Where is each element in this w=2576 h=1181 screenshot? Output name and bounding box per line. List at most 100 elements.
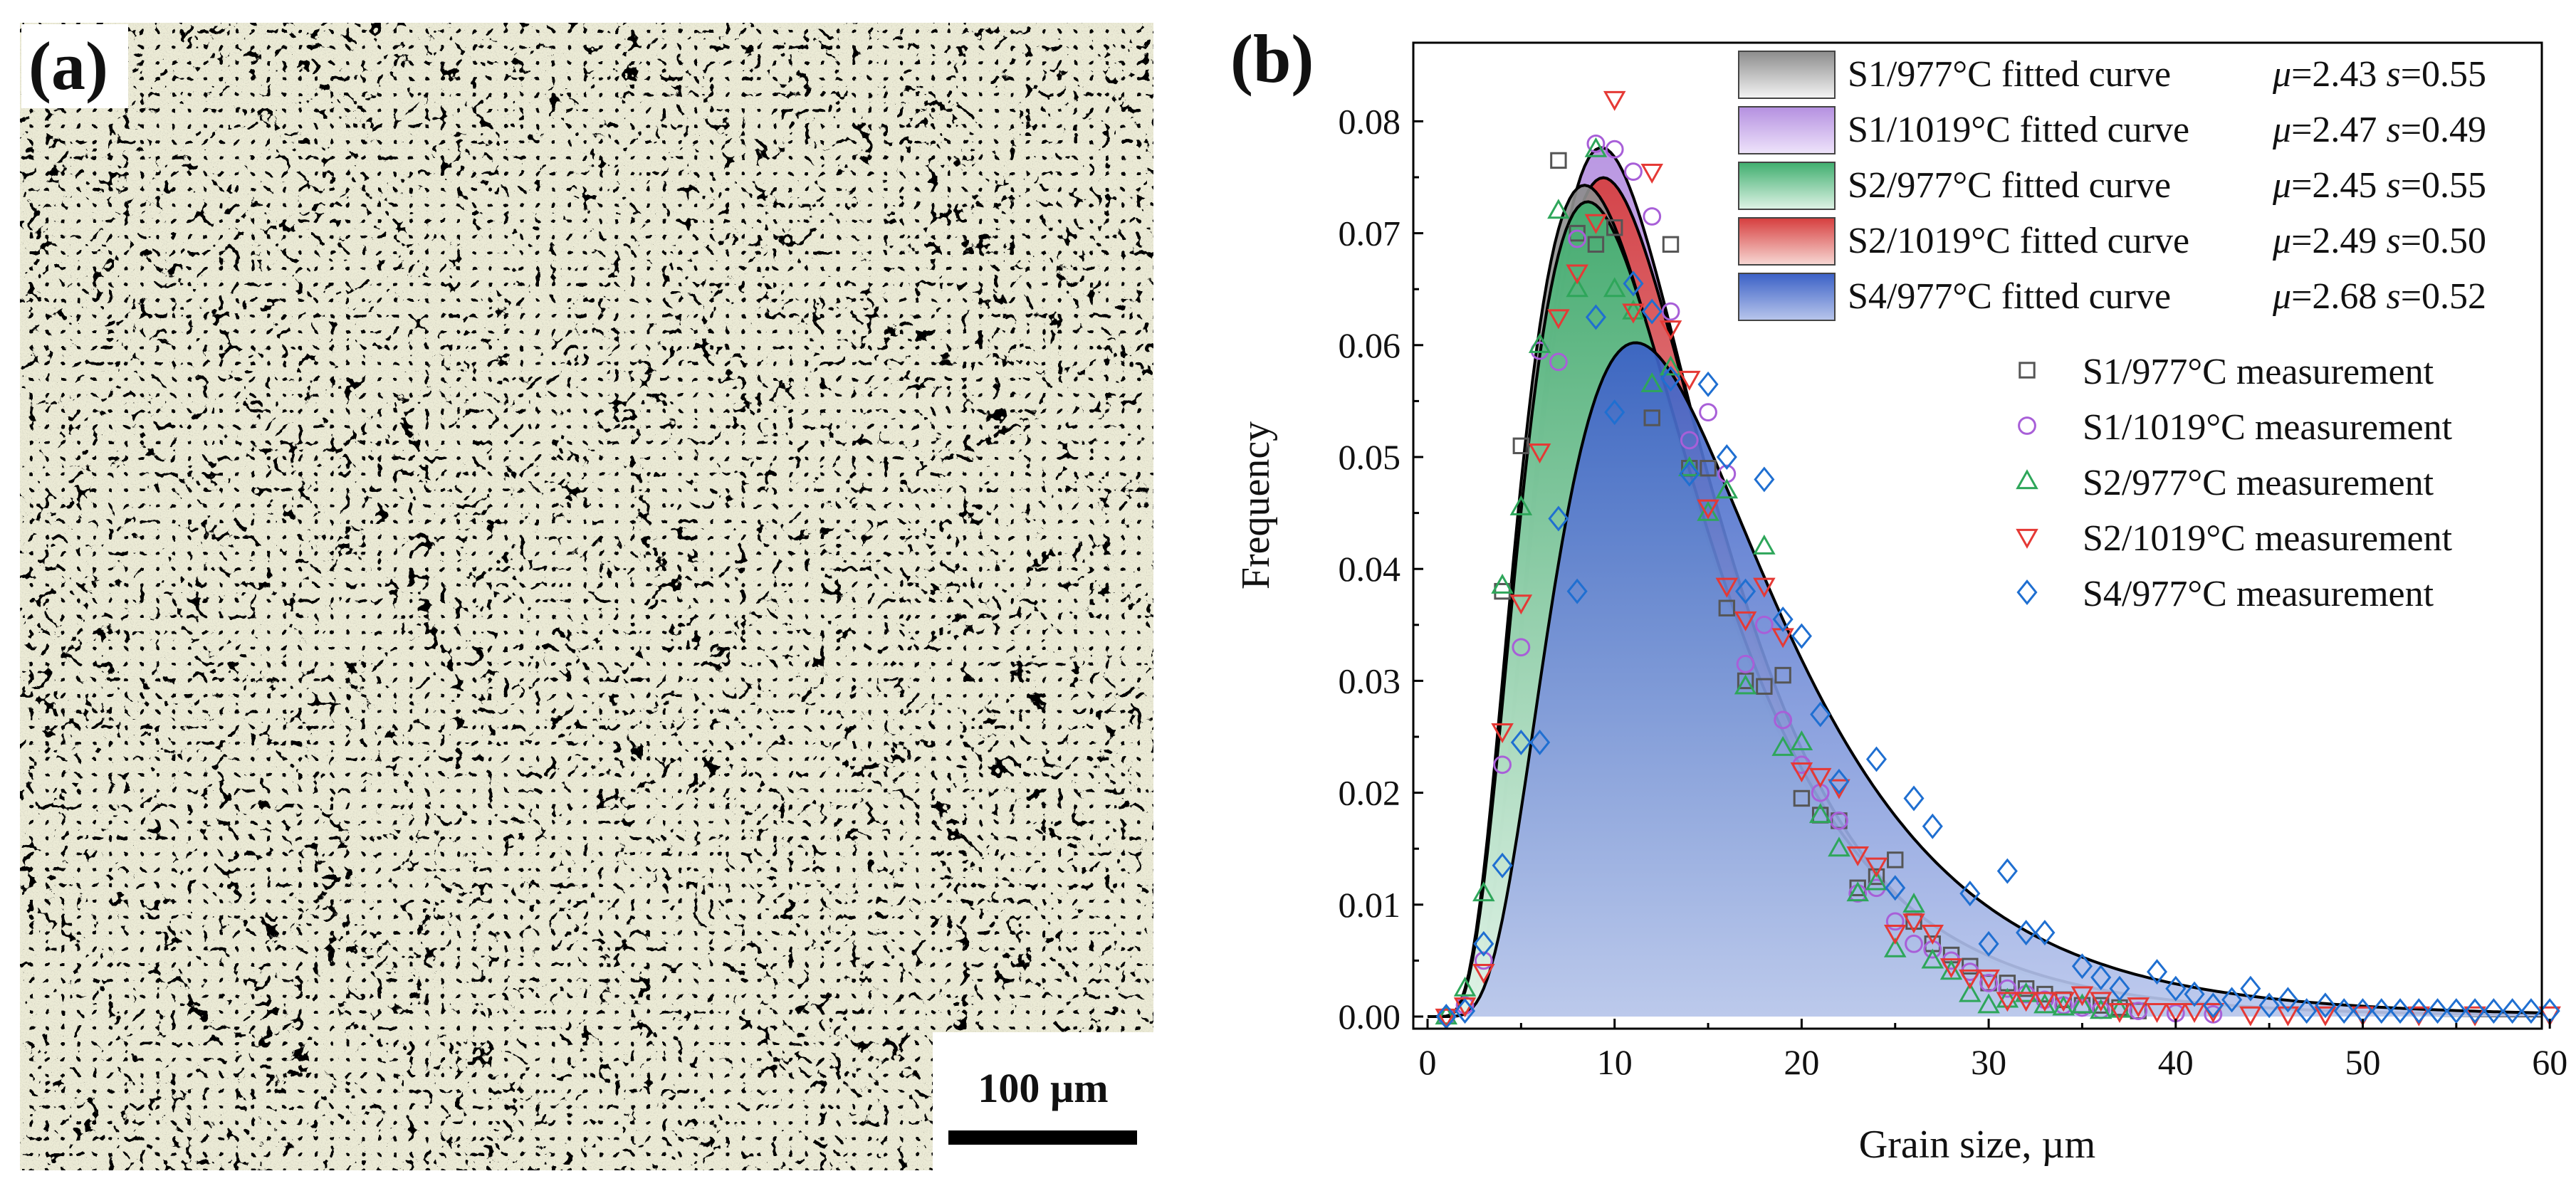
data-point	[1604, 399, 1625, 426]
data-point	[2221, 987, 2243, 1013]
data-point	[1474, 951, 1493, 970]
panel-b: (b) 0 10 20 30 40 50 60 0.00 0.01 0.02 0.03 0.04 0.0…	[1230, 21, 2567, 1167]
y-tick-label: 0.03	[1339, 661, 1401, 700]
data-point	[1435, 1008, 1458, 1029]
data-point	[1643, 409, 1660, 426]
data-point	[1754, 615, 1774, 634]
y-axis-title: Frequency	[1234, 421, 1278, 589]
data-point	[1697, 499, 1719, 520]
data-point	[1512, 437, 1530, 454]
x-tick-label: 30	[1971, 1042, 2006, 1082]
data-point	[1734, 611, 1757, 631]
data-point	[1550, 152, 1567, 169]
y-tick-label: 0.04	[1339, 549, 1401, 589]
data-point	[2033, 992, 2056, 1012]
data-point	[1643, 207, 1662, 226]
x-tick-label: 40	[2158, 1042, 2194, 1082]
data-point	[1584, 214, 1608, 234]
data-point	[1996, 992, 2019, 1012]
data-point	[1756, 678, 1773, 695]
legend-swatch	[1738, 217, 1836, 266]
data-point	[1790, 730, 1813, 750]
data-point	[1808, 803, 1832, 824]
data-point	[1979, 973, 1999, 992]
data-point	[1885, 875, 1906, 901]
legend-label: S1/1019°C fitted curve	[1848, 110, 2189, 150]
data-point	[1716, 444, 1737, 470]
data-point	[1660, 365, 1682, 392]
data-point	[1865, 746, 1888, 772]
data-point	[1828, 779, 1850, 799]
data-point	[1603, 277, 1626, 298]
data-point	[1605, 140, 1624, 159]
data-point	[2315, 992, 2336, 1019]
data-point	[1697, 500, 1719, 521]
data-point	[2108, 997, 2131, 1018]
data-point	[2090, 964, 2112, 990]
scale-bar-background	[933, 1032, 1153, 1170]
data-point	[1587, 236, 1605, 253]
data-point	[1566, 264, 1588, 285]
data-point	[2202, 992, 2224, 1019]
legend-params: μ=2.47 s=0.49	[2272, 110, 2486, 150]
grain-size-chart: 0 10 20 30 40 50 60 0.00 0.01 0.02 0.03 0.04 0.05 0.0…	[1234, 41, 2567, 1167]
legend-label: S1/1019°C measurement	[2083, 407, 2453, 448]
data-point	[1586, 134, 1606, 153]
data-point	[1978, 930, 1999, 957]
data-point	[2147, 959, 2168, 985]
legend-swatch	[1738, 162, 1836, 210]
data-point	[1885, 912, 1905, 931]
data-point	[1865, 857, 1888, 878]
data-point	[2073, 998, 2092, 1017]
data-point	[1697, 371, 1719, 397]
data-point	[2502, 998, 2523, 1024]
data-point	[1624, 162, 1643, 182]
data-point	[1996, 858, 2018, 884]
data-point	[1715, 478, 1739, 499]
data-point	[1678, 370, 1701, 391]
data-point	[1939, 958, 1963, 979]
series-s2-1019-c-measurement	[1435, 90, 2561, 1029]
data-point	[1492, 852, 1513, 878]
data-point	[2520, 998, 2542, 1024]
legend-marker	[2019, 362, 2036, 379]
scale-bar-label: 100 µm	[978, 1065, 1108, 1111]
legend-label: S4/977°C fitted curve	[1848, 276, 2171, 317]
legend-marker	[2016, 528, 2038, 549]
fitted-area-s4-977-c-fitted-curve	[1428, 342, 2542, 1017]
data-point	[1622, 303, 1645, 324]
data-point	[1846, 846, 1869, 866]
data-point	[2108, 1003, 2131, 1023]
legend-swatch	[1738, 106, 1836, 154]
data-point	[1737, 672, 1754, 690]
data-point	[1568, 229, 1587, 248]
data-point	[1566, 578, 1588, 604]
legend: S1/977°C fitted curve μ=2.43 s=0.55 S1/101…	[1736, 44, 2539, 614]
data-point	[2089, 999, 2112, 1019]
data-point	[2145, 1003, 2169, 1023]
legend-params: μ=2.49 s=0.50	[2272, 221, 2486, 261]
data-point	[2034, 920, 2056, 946]
data-point	[1868, 868, 1885, 886]
data-point	[1774, 666, 1791, 684]
y-tick-label: 0.02	[1339, 773, 1401, 813]
panel-a: (a) 100 µm	[20, 23, 1153, 1170]
data-point	[1509, 495, 1533, 515]
data-point	[1622, 299, 1645, 320]
data-point	[1905, 934, 1923, 953]
data-point	[2277, 987, 2298, 1013]
data-point	[1830, 812, 1848, 830]
data-point	[1903, 785, 1925, 812]
data-point	[1996, 987, 2019, 1008]
data-point	[1810, 701, 1831, 728]
data-point	[2164, 1003, 2187, 1023]
data-point	[1790, 762, 1813, 783]
data-point	[1754, 466, 1775, 493]
data-point	[2033, 993, 2056, 1014]
panel-a-label-background	[21, 24, 128, 108]
data-point	[1959, 969, 1981, 990]
data-point	[2201, 1003, 2225, 1023]
data-point	[1846, 881, 1869, 902]
data-point	[2446, 998, 2467, 1024]
x-tick-label: 20	[1784, 1042, 1819, 1082]
